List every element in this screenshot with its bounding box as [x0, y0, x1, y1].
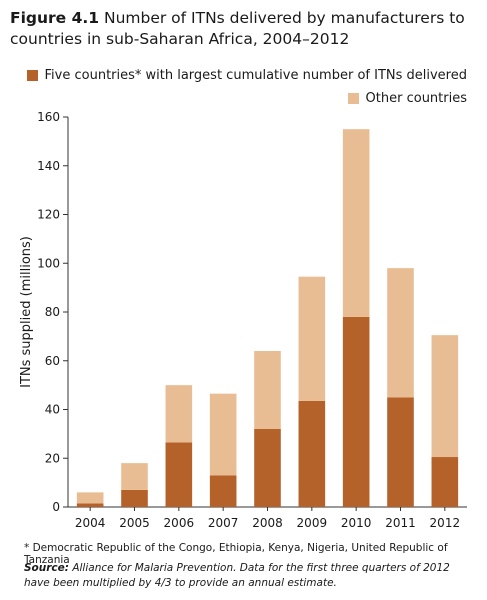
bar-chart: 0 20 40 60 80 100 120 140 160 ITNs supplied (mill… [0, 0, 487, 540]
bar-other-countries [343, 129, 370, 317]
y-axis-label: ITNs supplied (millions) [19, 236, 34, 388]
x-tick-label: 2007 [208, 516, 239, 530]
y-tick-label: 140 [37, 159, 60, 173]
bar-five-countries [121, 490, 148, 507]
x-tick-label: 2012 [430, 516, 461, 530]
x-tick-label: 2006 [164, 516, 195, 530]
bar-five-countries [343, 317, 370, 507]
y-tick-label: 100 [37, 256, 60, 270]
bar-other-countries [166, 385, 193, 442]
x-tick-label: 2010 [341, 516, 372, 530]
x-tick-label: 2011 [385, 516, 416, 530]
y-tick-label: 20 [45, 451, 60, 465]
y-tick-label: 80 [45, 305, 60, 319]
bar-other-countries [121, 463, 148, 490]
x-tick-label: 2009 [297, 516, 328, 530]
y-tick-label: 60 [45, 354, 60, 368]
source-text: Alliance for Malaria Prevention. Data fo… [24, 562, 450, 589]
bar-five-countries [166, 442, 193, 507]
source-note: Source: Alliance for Malaria Prevention.… [24, 561, 469, 591]
bar-other-countries [254, 351, 281, 429]
x-tick-label: 2004 [75, 516, 106, 530]
y-tick-label: 120 [37, 208, 60, 222]
bar-other-countries [299, 277, 326, 401]
y-tick-label: 0 [52, 500, 60, 514]
bar-five-countries [210, 475, 237, 507]
bar-five-countries [299, 401, 326, 507]
bar-five-countries [254, 429, 281, 507]
bar-other-countries [387, 268, 414, 397]
x-tick-label: 2005 [119, 516, 150, 530]
bar-other-countries [77, 492, 104, 503]
source-label: Source: [24, 562, 69, 574]
bar-other-countries [432, 335, 459, 457]
bar-other-countries [210, 394, 237, 476]
y-tick-label: 160 [37, 110, 60, 124]
bar-five-countries [77, 503, 104, 507]
y-tick-label: 40 [45, 403, 60, 417]
x-tick-label: 2008 [252, 516, 283, 530]
bar-five-countries [432, 457, 459, 507]
bar-five-countries [387, 397, 414, 507]
